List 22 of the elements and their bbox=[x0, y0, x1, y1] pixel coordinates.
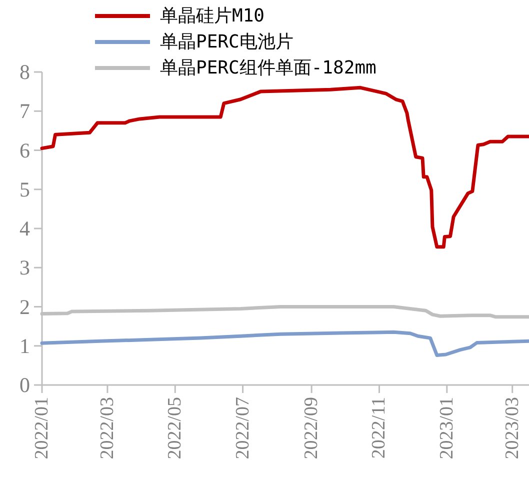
y-tick-label: 0 bbox=[20, 373, 30, 397]
y-tick-label: 3 bbox=[20, 256, 30, 280]
x-tick-label: 2023/01 bbox=[436, 397, 458, 460]
y-tick-label: 5 bbox=[20, 177, 30, 202]
y-tick-label: 4 bbox=[20, 216, 30, 240]
y-tick-label: 6 bbox=[20, 138, 30, 162]
x-tick-label: 2022/03 bbox=[96, 397, 118, 460]
legend-label: 单晶硅片M10 bbox=[160, 6, 265, 26]
x-tick-label: 2022/07 bbox=[232, 397, 254, 460]
x-tick-label: 2023/03 bbox=[502, 397, 523, 460]
line-series bbox=[40, 330, 529, 358]
line-series bbox=[40, 86, 529, 249]
legend-label: 单晶PERC组件单面-182mm bbox=[160, 58, 376, 78]
x-tick-label: 2022/05 bbox=[164, 397, 186, 460]
x-tick-label: 2022/09 bbox=[301, 397, 322, 460]
y-tick-label: 8 bbox=[20, 60, 30, 84]
y-tick-label: 1 bbox=[20, 334, 30, 358]
y-tick-label: 2 bbox=[20, 294, 30, 319]
x-tick-label: 2022/01 bbox=[32, 397, 52, 460]
legend-label: 单晶PERC电池片 bbox=[160, 32, 294, 52]
y-tick-label: 7 bbox=[20, 99, 30, 124]
x-tick-label: 2022/11 bbox=[368, 397, 390, 459]
